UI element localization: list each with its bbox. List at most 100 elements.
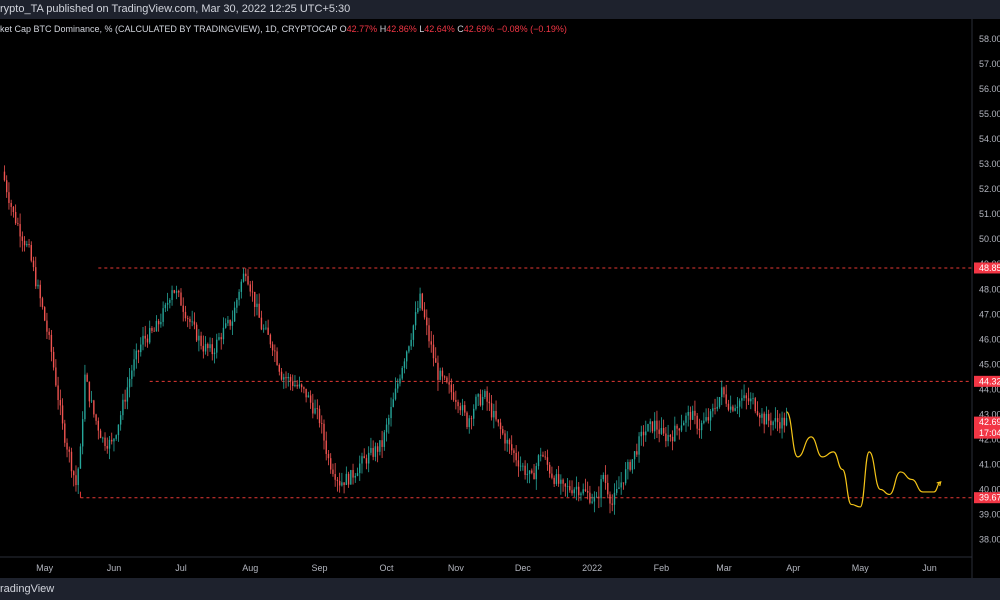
candle (153, 327, 155, 332)
candle (716, 396, 718, 412)
candle (752, 392, 754, 405)
change-value: −0.08% (−0.19%) (496, 24, 567, 34)
candle (680, 414, 683, 433)
x-tick-label: Sep (312, 563, 328, 573)
candle (566, 477, 569, 497)
candle (770, 412, 772, 436)
candle (629, 459, 631, 472)
candle (267, 319, 269, 335)
candle (466, 411, 468, 430)
x-tick-label: Apr (786, 563, 800, 573)
candle (455, 390, 457, 410)
symbol-info: ket Cap BTC Dominance, % (CALCULATED BY … (0, 22, 567, 36)
candle (370, 437, 372, 456)
candle (157, 318, 160, 332)
candle (651, 421, 654, 434)
y-tick-label: 50.00 (979, 234, 1000, 244)
candle (560, 474, 562, 495)
candle (423, 302, 426, 320)
candle (3, 165, 6, 182)
low-value: 42.64% (424, 24, 455, 34)
candle (633, 450, 636, 470)
candle (280, 368, 283, 381)
candle (374, 442, 377, 462)
candle (70, 447, 73, 478)
candle (783, 412, 786, 433)
candle (718, 396, 721, 409)
candle (236, 298, 238, 314)
candle (133, 349, 135, 377)
candle (428, 317, 430, 348)
candle (379, 440, 381, 456)
candle (8, 182, 10, 210)
candle (131, 364, 133, 387)
candle (674, 416, 676, 442)
candle (251, 280, 254, 302)
candle (318, 405, 321, 428)
candle (119, 410, 122, 431)
candle (171, 285, 173, 306)
y-tick-label: 51.00 (979, 209, 1000, 219)
candle (763, 411, 765, 434)
candle (108, 436, 111, 460)
candle (75, 465, 77, 492)
candle (772, 420, 774, 431)
candle (309, 390, 312, 409)
candle (508, 438, 511, 454)
candle (10, 199, 12, 216)
candle (14, 204, 17, 225)
candle (191, 310, 193, 327)
projection-path (785, 411, 942, 508)
candle (421, 292, 424, 311)
candle (269, 333, 272, 348)
price-chart[interactable]: 58.00 57.00 56.00 55.00 54.00 53.00 52.00 51.00… (0, 19, 1000, 578)
candle (535, 462, 537, 490)
candle (589, 485, 591, 505)
candle (754, 396, 756, 414)
candle (452, 383, 455, 402)
candle (28, 238, 30, 248)
candle (616, 480, 618, 496)
candle (622, 482, 625, 490)
candle (222, 317, 225, 345)
candle (551, 466, 553, 480)
candle (537, 454, 540, 470)
candle (305, 388, 307, 403)
candle (517, 451, 520, 477)
candle (694, 400, 696, 425)
candle (363, 448, 365, 459)
candle (618, 476, 620, 490)
candle (300, 383, 303, 393)
candle (262, 324, 265, 333)
candle (289, 374, 292, 391)
candle (200, 331, 202, 350)
candle (12, 206, 15, 218)
candle (178, 289, 180, 298)
candle (671, 430, 674, 451)
candle (600, 474, 602, 508)
candle (678, 427, 680, 440)
candle (765, 406, 768, 425)
candle (645, 420, 647, 442)
candle (736, 397, 739, 415)
candle (531, 468, 533, 475)
high-label: H (379, 24, 387, 34)
candle (84, 364, 86, 422)
candle (700, 420, 703, 439)
candle (479, 389, 482, 407)
candle (555, 469, 558, 486)
projection-arrow-icon (936, 481, 942, 487)
y-tick-label: 56.00 (979, 84, 1000, 94)
candle (620, 472, 622, 495)
x-tick-label: Aug (242, 563, 258, 573)
candle (640, 425, 642, 446)
candle (776, 410, 779, 432)
candle (750, 392, 752, 410)
candle (198, 329, 200, 352)
candle (327, 450, 330, 466)
candle (484, 389, 486, 400)
x-tick-label: Feb (654, 563, 670, 573)
candle (468, 415, 470, 434)
candle (450, 378, 453, 400)
candle (448, 373, 450, 394)
